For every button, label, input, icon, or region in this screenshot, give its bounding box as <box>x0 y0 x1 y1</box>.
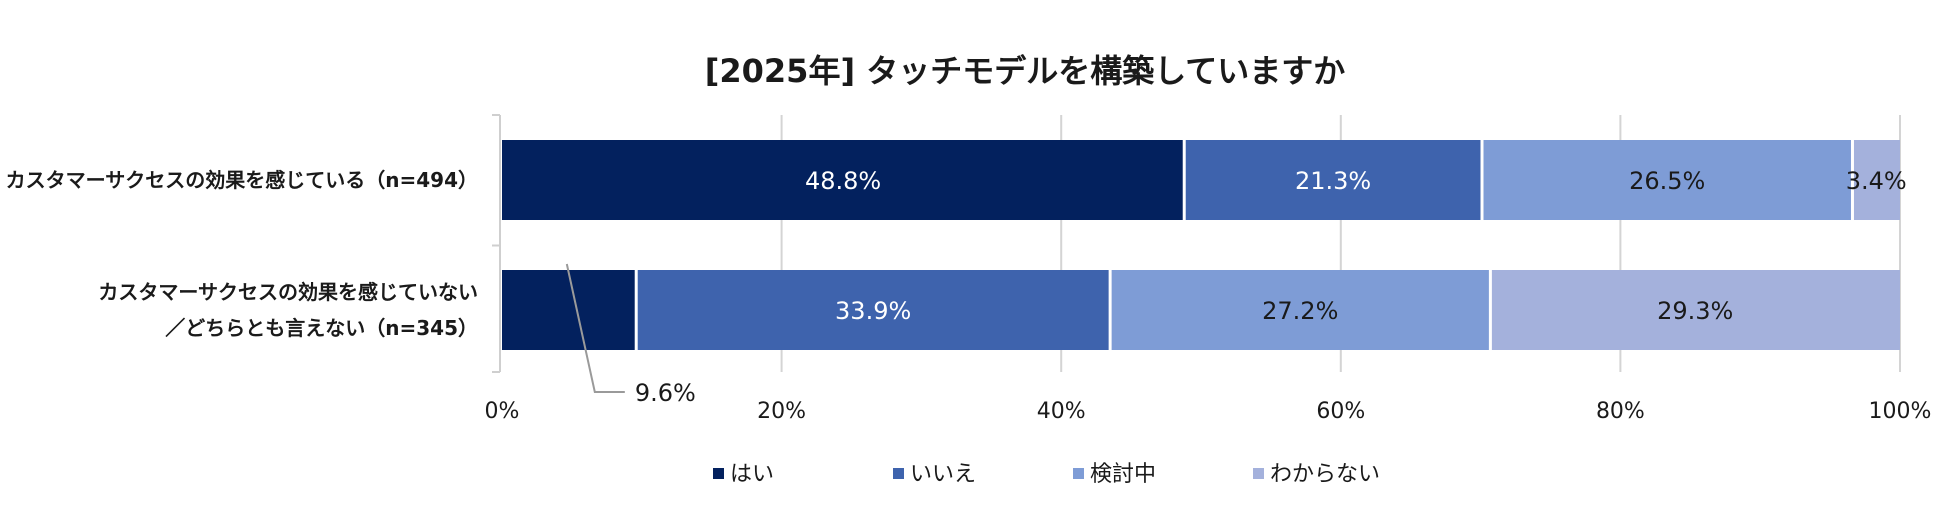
bar-segment <box>637 270 1109 350</box>
category-label: カスタマーサクセスの効果を感じていない <box>98 280 478 304</box>
bar-value-label: 48.8% <box>805 167 881 195</box>
legend-label: わからない <box>1270 462 1380 487</box>
bar-segment <box>1491 270 1900 350</box>
bar-value-label: 21.3% <box>1295 167 1371 195</box>
callout-label: 9.6% <box>635 379 696 407</box>
bar-value-label: 27.2% <box>1262 297 1338 325</box>
x-tick-label: 0% <box>485 399 520 424</box>
bar-segment <box>502 270 635 350</box>
bar-value-label: 26.5% <box>1629 167 1705 195</box>
label-layer: 48.8% 21.3% 26.5% 3.4% 33.9% 27.2% 29.3% 9.6% <box>565 167 1907 407</box>
axis-layer <box>492 114 501 373</box>
legend-swatch <box>1073 468 1084 479</box>
category-label: カスタマーサクセスの効果を感じている（n=494） <box>6 168 478 192</box>
category-label: ／どちらとも言えない（n=345） <box>165 316 478 340</box>
legend-swatch <box>1253 468 1264 479</box>
legend-swatch <box>713 468 724 479</box>
legend-label: はい <box>730 462 774 487</box>
x-tick-label: 40% <box>1037 399 1086 424</box>
x-tick-label: 20% <box>757 399 806 424</box>
callout-leader-line <box>565 263 625 393</box>
bar-value-label: 29.3% <box>1657 297 1733 325</box>
legend-layer: はい いいえ 検討中 わからない <box>713 462 1380 487</box>
chart-title: [2025年] タッチモデルを構築していますか <box>705 52 1346 90</box>
bar-segment <box>502 140 1183 220</box>
bar-value-label: 33.9% <box>835 297 911 325</box>
category-layer: カスタマーサクセスの効果を感じている（n=494） カスタマーサクセスの効果を感じ… <box>6 168 478 340</box>
bar-value-label: 3.4% <box>1846 167 1907 195</box>
x-tick-label: 100% <box>1869 399 1932 424</box>
bar-segment <box>1185 140 1481 220</box>
legend-label: いいえ <box>910 462 976 487</box>
bar-segment <box>1483 140 1851 220</box>
x-tick-label: 60% <box>1316 399 1365 424</box>
tick-layer: 0% 20% 40% 60% 80% 100% <box>485 399 1932 424</box>
x-tick-label: 80% <box>1596 399 1645 424</box>
bar-layer <box>502 140 1900 350</box>
legend-swatch <box>893 468 904 479</box>
bar-segment <box>1853 140 1900 220</box>
legend-label: 検討中 <box>1090 462 1156 487</box>
bar-segment <box>1111 270 1489 350</box>
